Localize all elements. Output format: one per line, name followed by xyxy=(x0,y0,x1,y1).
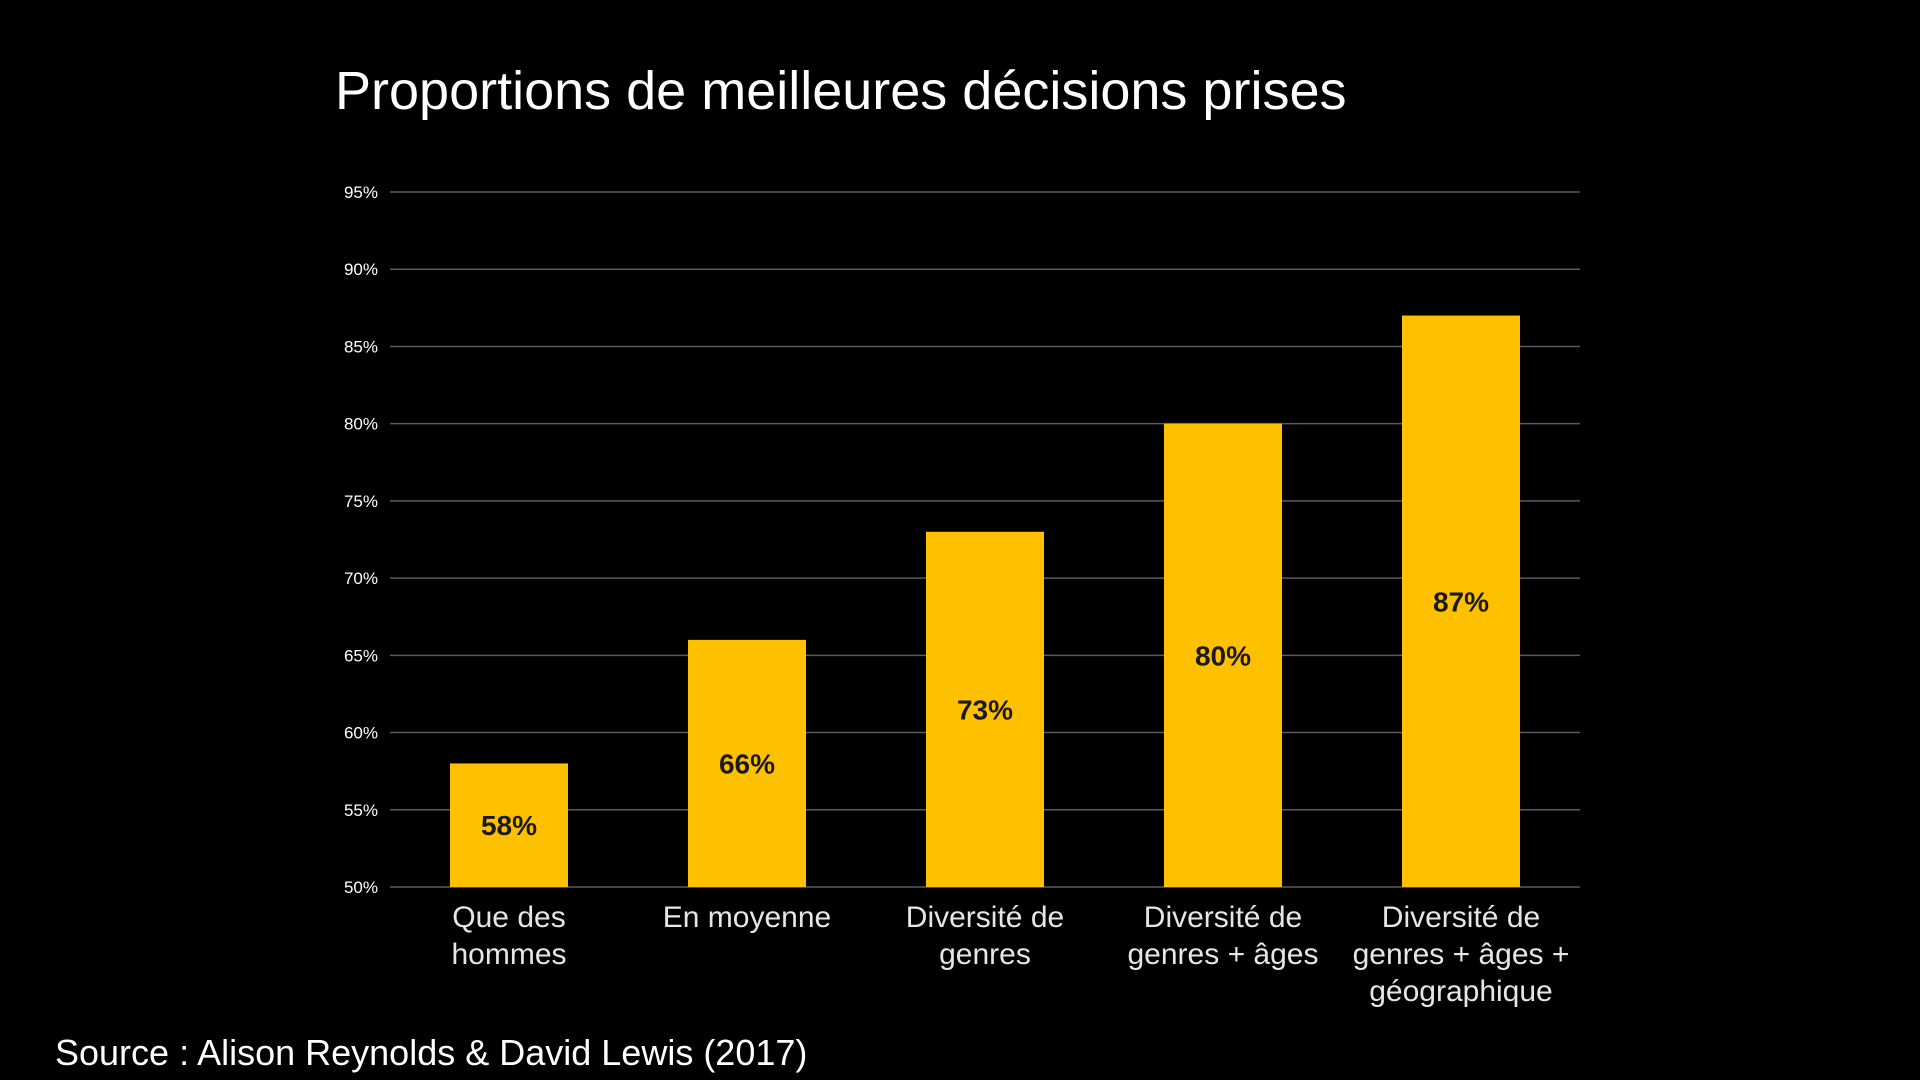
bar-5 xyxy=(1402,315,1520,887)
y-tick-label: 75% xyxy=(344,492,378,511)
y-tick-label: 70% xyxy=(344,569,378,588)
data-label-1: 58% xyxy=(481,810,537,841)
y-tick-label: 85% xyxy=(344,337,378,356)
x-axis-category-labels: Que des hommes En moyenne Diversité de genre… xyxy=(451,901,1569,1008)
x-category-label-2: En moyenne xyxy=(663,901,831,934)
y-tick-label: 90% xyxy=(344,260,378,279)
data-label-3: 73% xyxy=(957,694,1013,725)
bars xyxy=(450,315,1520,887)
source-citation: Source : Alison Reynolds & David Lewis (… xyxy=(55,1032,808,1073)
y-tick-label: 60% xyxy=(344,724,378,743)
x-category-label-4: Diversité de genres + âges xyxy=(1128,901,1319,971)
y-tick-label: 55% xyxy=(344,801,378,820)
data-label-5: 87% xyxy=(1433,586,1489,617)
data-label-4: 80% xyxy=(1195,640,1251,671)
x-category-label-3: Diversité de genres xyxy=(906,901,1064,971)
x-category-label-1: Que des hommes xyxy=(451,901,566,971)
y-tick-label: 65% xyxy=(344,646,378,665)
y-tick-label: 80% xyxy=(344,415,378,434)
x-category-label-5: Diversité de genres + âges + géographique xyxy=(1353,901,1570,1008)
chart-title: Proportions de meilleures décisions pris… xyxy=(335,61,1347,121)
y-tick-label: 95% xyxy=(344,183,378,202)
data-label-2: 66% xyxy=(719,748,775,779)
y-tick-label: 50% xyxy=(344,878,378,897)
data-labels: 58% 66% 73% 80% 87% xyxy=(481,586,1489,841)
bar-2 xyxy=(688,639,806,887)
bar-3 xyxy=(926,531,1044,887)
y-axis-tick-labels: 50% 55% 60% 65% 70% 75% 80% 85% 90% 95% xyxy=(344,183,378,897)
bar-4 xyxy=(1164,423,1282,887)
bar-1 xyxy=(450,763,568,887)
